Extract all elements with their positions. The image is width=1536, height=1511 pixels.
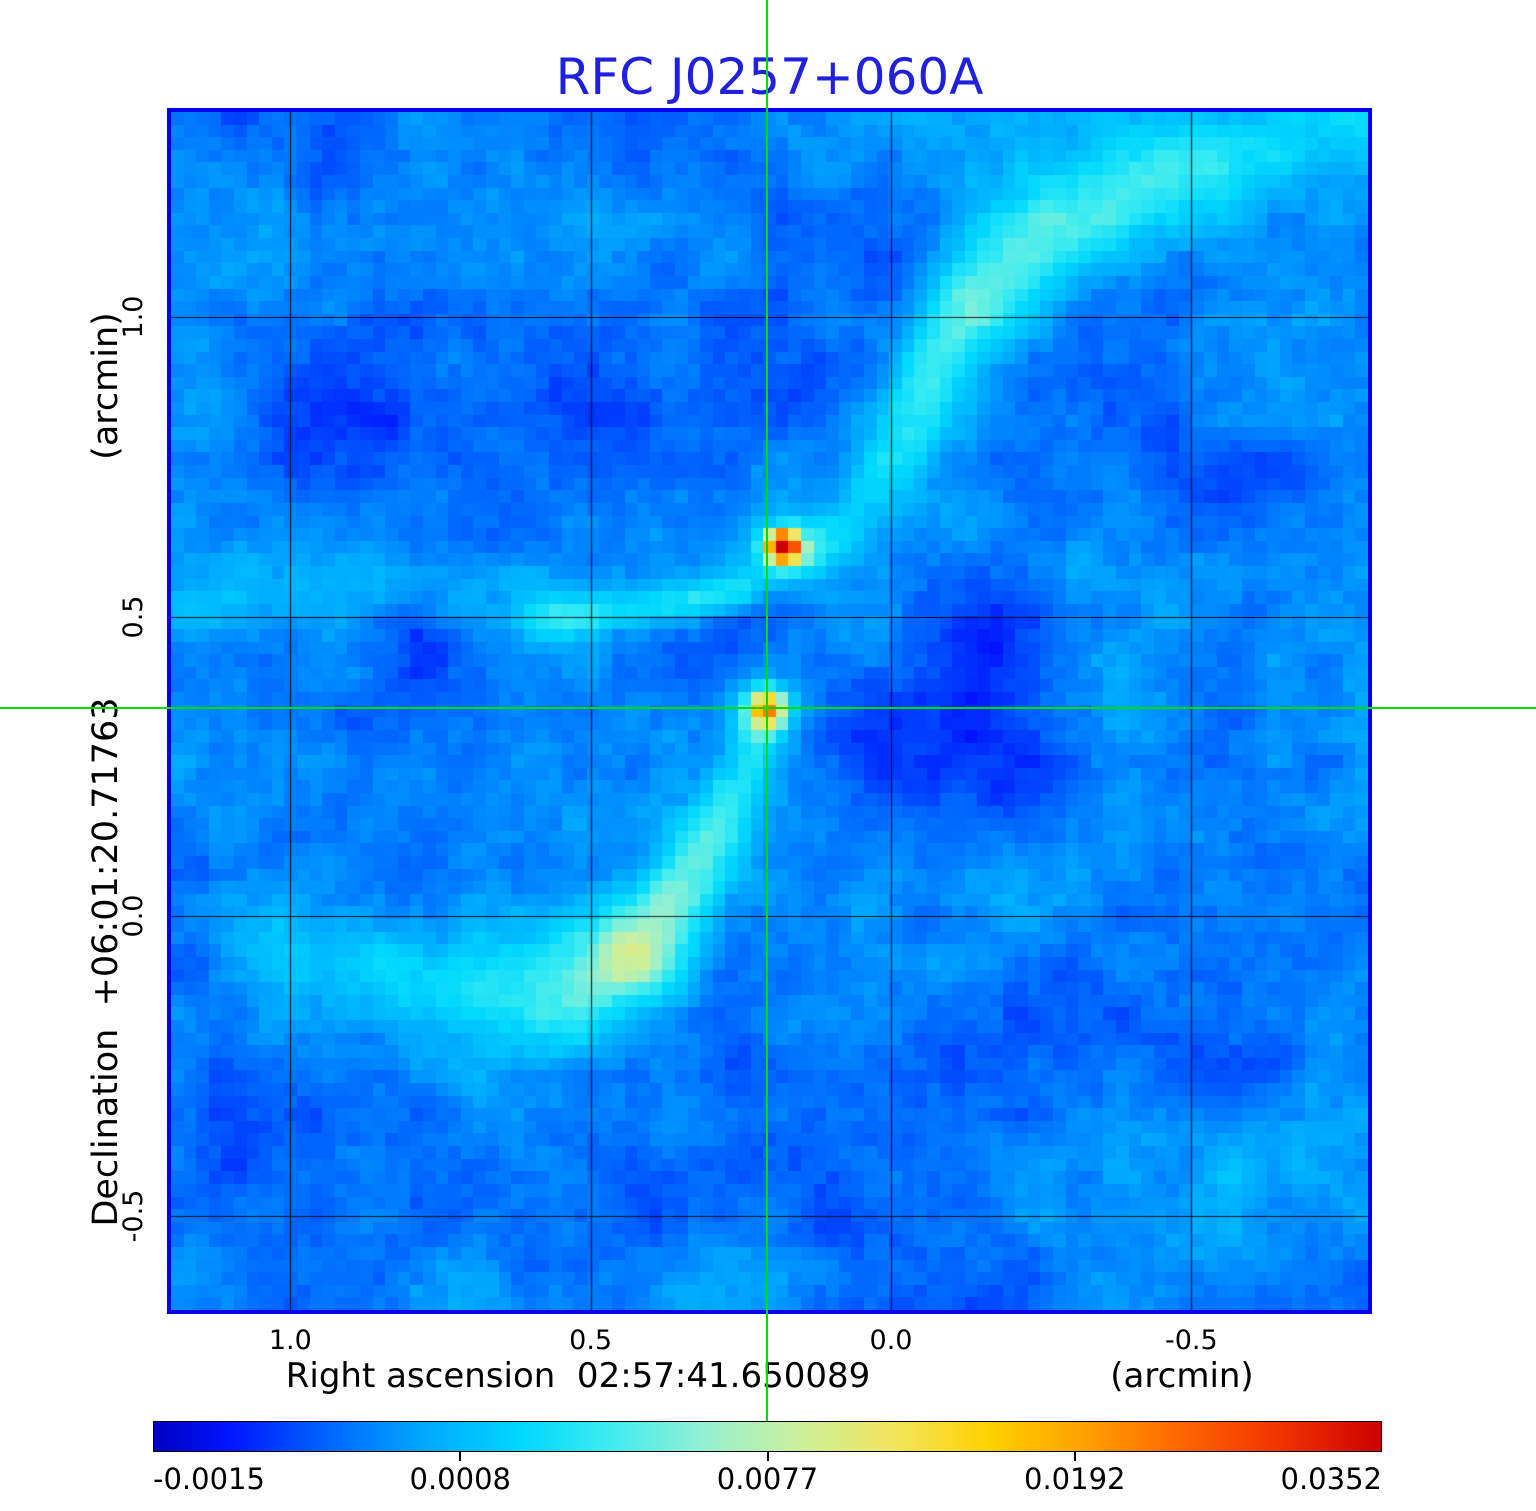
x-tick-label: -0.5: [1165, 1325, 1218, 1356]
colorbar-label: 0.0192: [1024, 1462, 1126, 1496]
colorbar-tick: [1073, 1451, 1076, 1461]
y-tick-label: 0.5: [118, 595, 150, 638]
x-tick-label: 1.0: [268, 1325, 312, 1356]
colorbar-tick: [766, 1451, 769, 1461]
colorbar-label: -0.0015: [153, 1462, 265, 1496]
colorbar-label: 0.0352: [1280, 1462, 1382, 1496]
crosshair-horizontal-line: [0, 707, 1536, 710]
figure-title: RFC J0257+060A: [555, 48, 984, 106]
sky-map-plot: [167, 108, 1372, 1314]
colorbar-tick: [459, 1451, 462, 1461]
x-tick-label: 0.5: [569, 1325, 613, 1356]
colorbar-label: 0.0008: [409, 1462, 511, 1496]
colorbar-label: 0.0077: [716, 1462, 819, 1496]
y-axis-title: Declination +06:01:20.71763: [86, 697, 126, 1227]
y-axis-unit: (arcmin): [86, 312, 126, 460]
crosshair-vertical-line: [765, 0, 768, 1421]
x-tick-label: 0.0: [869, 1325, 913, 1356]
sky-map-canvas: [171, 112, 1368, 1310]
colorbar-gradient: [153, 1421, 1382, 1452]
x-axis-unit: (arcmin): [1110, 1356, 1254, 1396]
x-axis-title: Right ascension 02:57:41.650089: [285, 1356, 871, 1396]
